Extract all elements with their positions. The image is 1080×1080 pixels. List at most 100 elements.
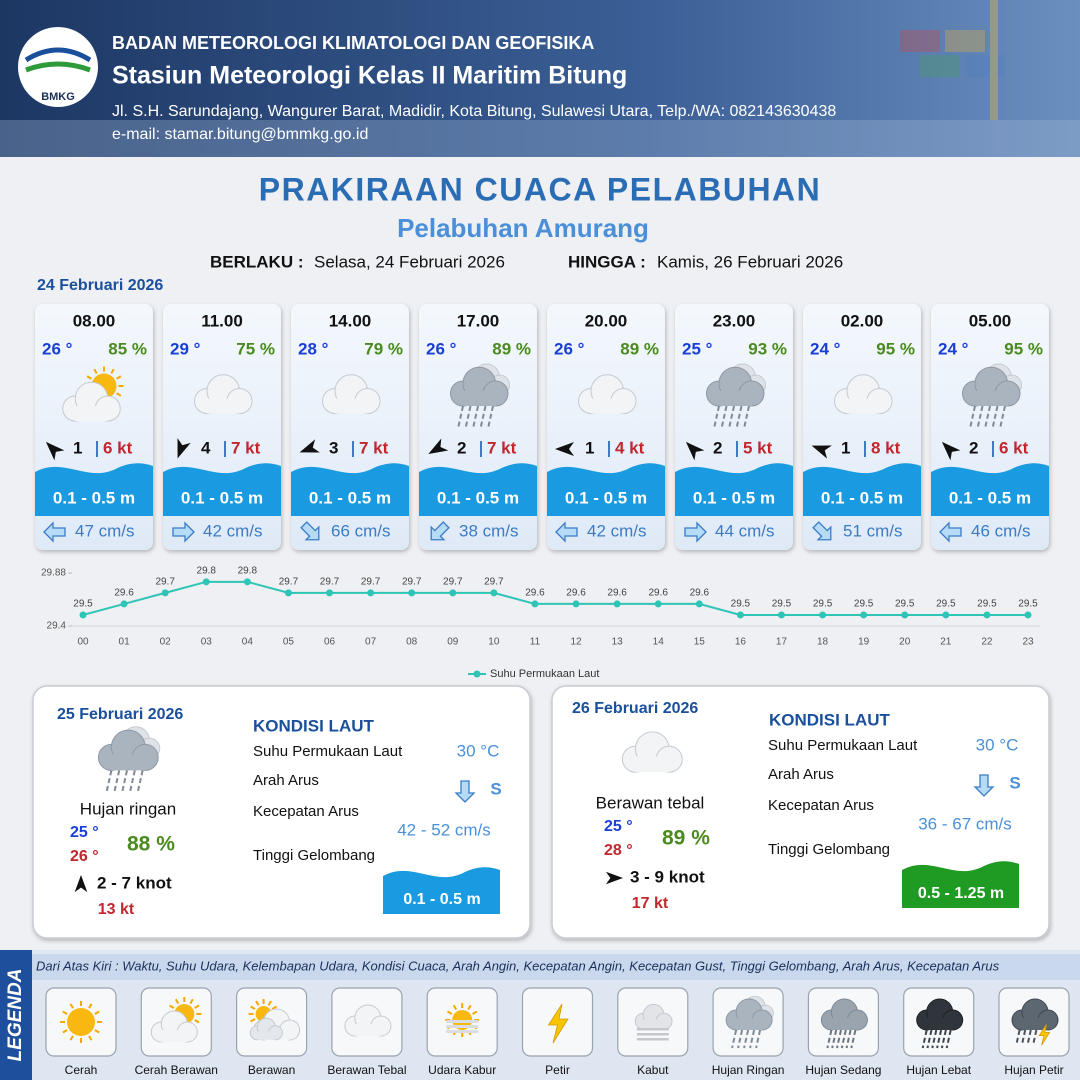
sst-point [1024,611,1032,619]
sst-label: 29.7 [155,577,175,588]
rain-drop [926,1029,933,1049]
time: 23.00 [713,311,756,330]
wind-arrow [685,441,705,461]
rain-drop [136,770,144,795]
current-speed: 46 cm/s [971,521,1031,540]
validity-from-label: BERLAKU : [210,252,304,271]
air-temp: 24 ° [938,339,969,358]
legend-item-label: Hujan Lebat [906,1063,971,1077]
cloud-part [831,1018,858,1030]
current-arrow [43,521,66,543]
sst-point [202,578,210,586]
logo [18,27,98,107]
sun-ray [94,1029,100,1034]
wind-range: 3 - 9 knot [630,867,705,886]
sun-ray [69,1003,74,1009]
current-direction: S [1009,773,1020,792]
x-tick-label: 22 [981,637,993,648]
air-temp: 29 ° [170,339,201,358]
sun-ray [194,1019,200,1024]
wind-speed: 4 [201,438,211,457]
rain-drop [735,405,743,429]
cloud-part [354,1024,381,1036]
air-temp: 24 ° [810,339,841,358]
rain-drop [120,770,128,795]
header-band [0,0,1080,157]
legend-item: Udara Kabur [426,987,498,1077]
sst-point [243,578,251,586]
weather-icon [725,995,774,1049]
wind-arrow [941,441,961,461]
sst-label: 29.5 [772,599,792,610]
weather-icon [344,1004,392,1037]
subtitle: Pelabuhan Amurang [397,213,649,243]
lightning [1038,1024,1051,1046]
rain-drop [976,405,984,429]
current-arrow [939,521,962,543]
weather-icon [578,374,637,414]
legend-item-label: Udara Kabur [428,1063,496,1077]
temp-max: 28 ° [604,842,633,859]
x-tick-label: 11 [530,637,541,648]
sst-label: 29.8 [238,565,258,576]
rain-drop [1027,1029,1032,1043]
temp-min: 25 ° [70,824,99,841]
cloud-part [207,398,240,414]
legend-item: Hujan Lebat [903,987,975,1077]
sst-label: 29.8 [197,565,217,576]
rain-drop [755,1029,762,1049]
x-tick-label: 05 [283,637,295,648]
weather-icon [322,374,381,414]
sun-ray [189,998,194,1005]
sun-ray [250,1018,256,1023]
legend-item-label: Cerah Berawan [135,1063,218,1077]
gust: 7 kt [359,438,389,457]
haze-band [446,1020,479,1023]
validity-to: Kamis, 26 Februari 2026 [657,252,843,271]
wind-arrow [299,439,320,453]
sst-point [983,611,991,619]
weather-icon [621,731,683,773]
rain-drop [731,1029,738,1049]
rain-drop [999,405,1006,429]
time: 02.00 [841,311,884,330]
sun-ray [86,375,92,380]
condition: Berawan tebal [596,793,705,812]
weather-icon [916,998,964,1049]
air-temp: 26 ° [426,339,457,358]
wave-height: 0.1 - 0.5 m [949,488,1031,507]
sst-point [161,589,169,597]
sun-ray [116,375,122,380]
sea-label: Arah Arus [768,766,834,783]
cloud-part [111,754,146,771]
day1-date: 24 Februari 2026 [37,277,163,294]
rain-drop [743,1029,750,1049]
weather-icon [62,366,124,422]
x-tick-label: 08 [406,637,418,648]
air-temp: 26 ° [554,339,585,358]
rain-drop [936,1029,943,1049]
sst-label: 29.6 [607,588,627,599]
sst-label: 29.5 [813,599,833,610]
wind-arrow [74,875,88,893]
wave [902,861,1019,908]
rain-drop [487,405,494,429]
address: Jl. S.H. Sarundajang, Wangurer Barat, Ma… [112,103,836,120]
current-arrow [300,521,320,541]
time: 08.00 [73,311,116,330]
sun-ray [94,1010,100,1015]
cloud-part [75,406,108,421]
current-arrow [172,521,195,543]
current-arrow [454,780,476,803]
sst-point [613,600,621,608]
sst-point [449,589,457,597]
haze-band [446,1030,479,1033]
legend-item: Kabut [617,987,689,1077]
fog-band [636,1038,669,1041]
weather-icon [820,998,868,1049]
sst-line [82,580,1028,616]
sun-ray [472,1010,478,1015]
current-arrow [684,521,707,543]
